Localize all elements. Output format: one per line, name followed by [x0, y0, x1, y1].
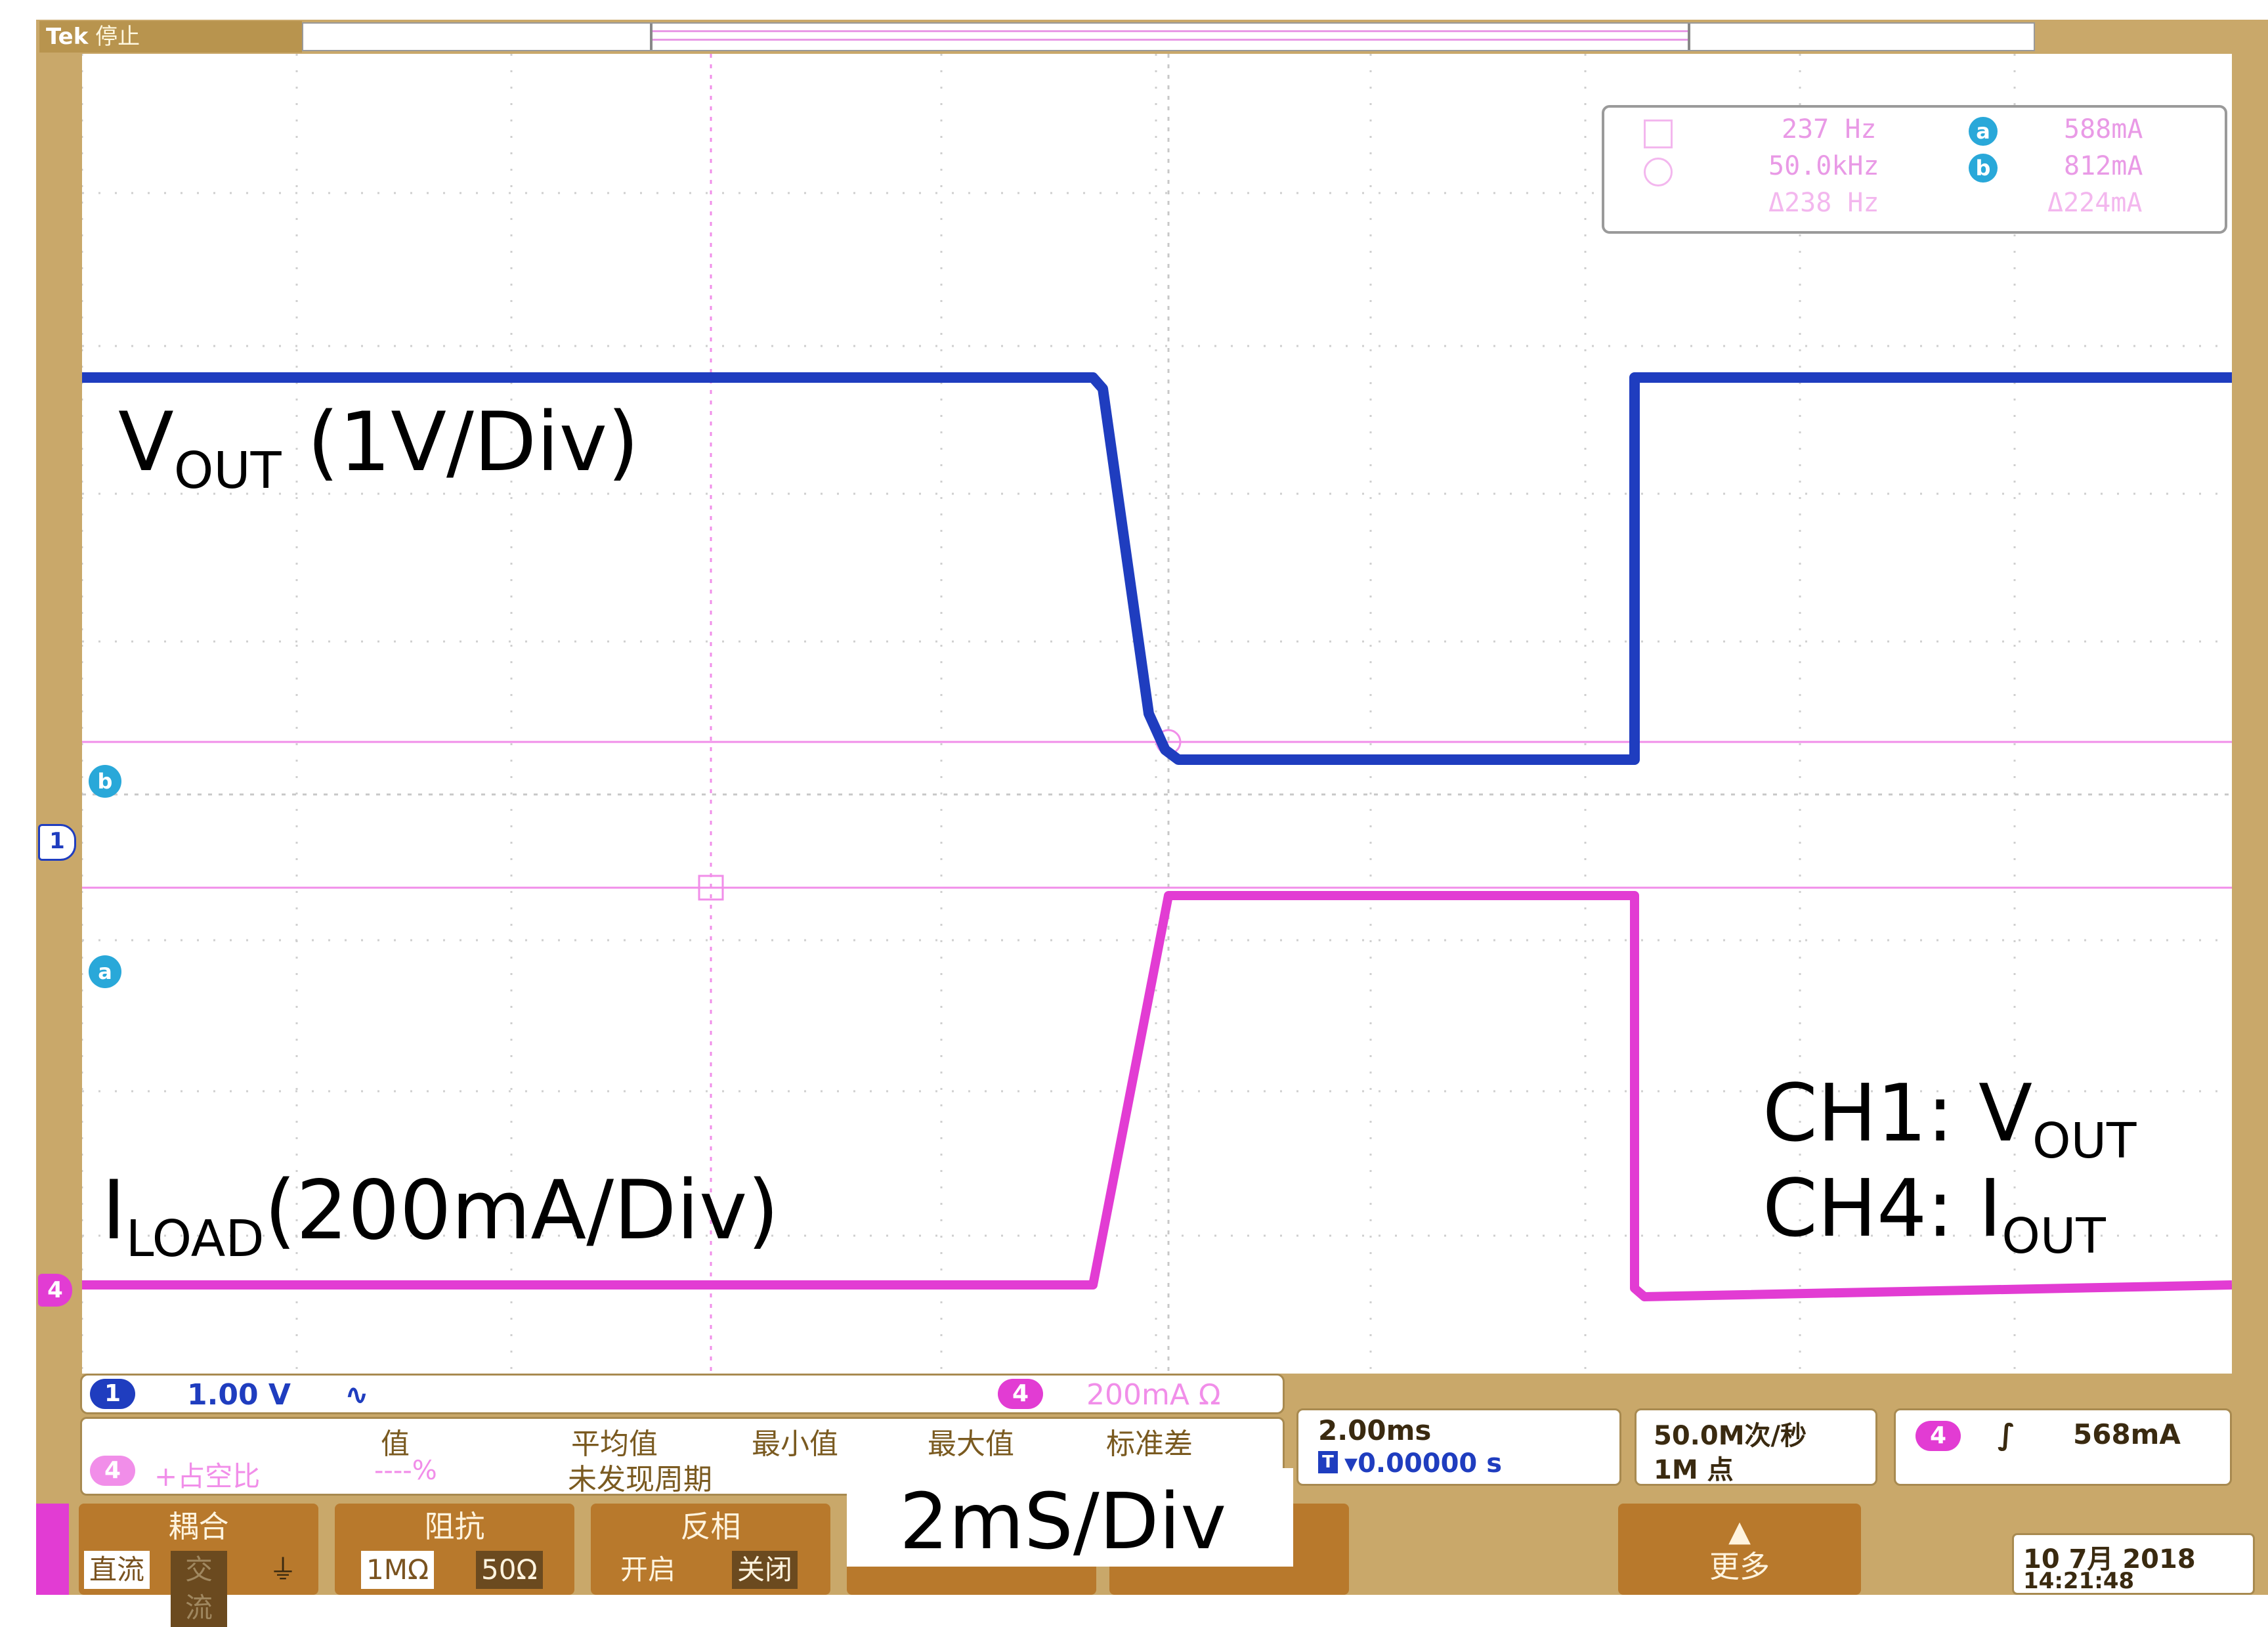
invert-button[interactable]: 反相 开启 关闭: [591, 1504, 830, 1595]
trigger-icon: T: [1318, 1451, 1338, 1473]
acquisition-status: Tek 停止: [39, 21, 302, 53]
waveform-display: T 237 Hz 50.0kHz Δ238 Hz a b 588mA 812mA…: [82, 54, 2232, 1374]
impedance-1mohm[interactable]: 1MΩ: [361, 1551, 435, 1589]
ch4-menu-tab: [36, 1504, 69, 1595]
meas-type: +占空比: [154, 1460, 261, 1492]
invert-off[interactable]: 关闭: [732, 1551, 798, 1589]
cursor-circle-icon: [1644, 158, 1673, 186]
meas-header-max: 最大值: [928, 1427, 1014, 1461]
timebase-annotation: 2mS/Div: [847, 1468, 1293, 1567]
coupling-ac[interactable]: 交流: [171, 1551, 227, 1627]
meas-header-mean: 平均值: [571, 1427, 658, 1461]
cursor-b-marker[interactable]: b: [89, 765, 121, 798]
cursor-freq-delta: Δ238 Hz: [1768, 188, 1879, 218]
meas-header-min: 最小值: [752, 1427, 838, 1461]
cursor-readout-panel: 237 Hz 50.0kHz Δ238 Hz a b 588mA 812mA Δ…: [1602, 105, 2227, 234]
run-stop-status[interactable]: 停止: [95, 24, 140, 50]
cursor-ab-delta: Δ224mA: [2047, 188, 2143, 218]
meas-header-stddev: 标准差: [1106, 1427, 1193, 1461]
horizontal-readout[interactable]: 2.00ms T ▾0.00000 s: [1296, 1408, 1621, 1486]
trigger-source-badge: 4: [1915, 1421, 1961, 1451]
cursor-square-icon: [1644, 119, 1673, 148]
cursor-a-icon: a: [1969, 117, 1998, 146]
timebase-note: 2mS/Div: [899, 1476, 1227, 1567]
horizontal-position[interactable]: ▾0.00000 s: [1344, 1448, 1502, 1479]
ch4-legend: CH4: IOUT: [1763, 1163, 2106, 1265]
left-bezel: [36, 20, 82, 1595]
cursor-a-marker[interactable]: a: [89, 955, 121, 988]
ch1-legend: CH1: VOUT: [1763, 1068, 2137, 1170]
record-length: 1M 点: [1654, 1455, 1734, 1485]
time: 14:21:48: [2023, 1568, 2135, 1594]
cursor-a-value: 588mA: [2064, 114, 2143, 144]
ch4-vertical-scale[interactable]: 200mA Ω: [1086, 1378, 1221, 1412]
trigger-slope-icon: ∫: [1998, 1418, 2015, 1452]
date: 10 7月 2018: [2023, 1544, 2196, 1574]
ch1-coupling-icon: ∿: [345, 1378, 369, 1412]
impedance-button[interactable]: 阻抗 1MΩ 50Ω: [335, 1504, 574, 1595]
brand-logo: Tek: [46, 24, 89, 50]
cursor-b-icon: b: [1969, 154, 1998, 183]
meas-value: ----%: [374, 1456, 437, 1486]
cursor-b-value: 812mA: [2064, 151, 2143, 181]
acquisition-readout[interactable]: 50.0M次/秒 1M 点: [1635, 1408, 1877, 1486]
ch1-badge[interactable]: 1: [90, 1379, 136, 1409]
invert-on[interactable]: 开启: [620, 1553, 676, 1586]
meas-status: 未发现周期: [568, 1463, 712, 1496]
impedance-title: 阻抗: [424, 1509, 485, 1544]
meas-header-value: 值: [381, 1427, 410, 1461]
datetime-readout: 10 7月 2018 14:21:48: [2012, 1533, 2255, 1595]
graticule: [82, 54, 2232, 1374]
cursor-freq-2: 50.0kHz: [1768, 151, 1879, 181]
coupling-button[interactable]: 耦合 直流 交流 ⏚: [79, 1504, 318, 1627]
record-view-window[interactable]: [650, 24, 1690, 50]
invert-title: 反相: [680, 1509, 741, 1544]
cursor-freq-1: 237 Hz: [1782, 114, 1877, 144]
sample-rate: 50.0M次/秒: [1654, 1421, 1807, 1451]
more-label: 更多: [1709, 1549, 1770, 1584]
ch1-ground-marker[interactable]: 1: [38, 824, 76, 861]
more-button[interactable]: ▲ 更多: [1618, 1504, 1861, 1595]
trigger-level: 568mA: [2073, 1418, 2181, 1450]
ch4-ground-marker[interactable]: 4: [38, 1274, 72, 1307]
right-bezel: [2232, 20, 2268, 1595]
vout-scale-label: VOUT (1V/Div): [118, 395, 639, 500]
trigger-readout[interactable]: 4 ∫ 568mA: [1894, 1408, 2232, 1486]
ch1-vout-trace: [82, 372, 2232, 765]
ground-icon[interactable]: ⏚: [269, 1553, 297, 1586]
ch4-badge[interactable]: 4: [998, 1379, 1044, 1409]
chevron-up-icon: ▲: [1728, 1515, 1751, 1548]
iload-scale-label: ILOAD(200mA/Div): [102, 1163, 779, 1269]
record-view-strip[interactable]: [302, 22, 2035, 51]
channel-readout-bar: 1 1.00 V ∿ 4 200mA Ω: [80, 1374, 1285, 1414]
ch4-iload-trace: [82, 891, 2232, 1301]
coupling-dc[interactable]: 直流: [84, 1551, 150, 1589]
meas-source-badge: 4: [90, 1456, 136, 1486]
ch1-vertical-scale[interactable]: 1.00 V: [187, 1378, 291, 1412]
horizontal-scale[interactable]: 2.00ms: [1318, 1414, 1432, 1446]
coupling-title: 耦合: [168, 1509, 229, 1544]
impedance-50ohm[interactable]: 50Ω: [476, 1551, 543, 1589]
